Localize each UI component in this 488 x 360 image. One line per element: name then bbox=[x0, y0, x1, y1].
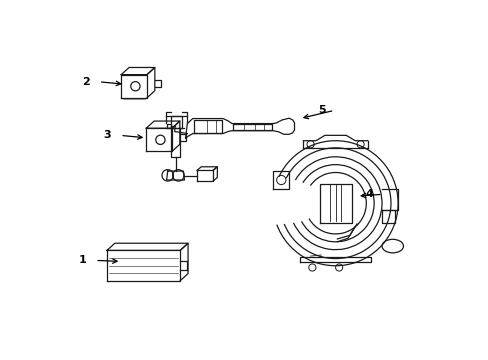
Text: 1: 1 bbox=[79, 255, 86, 265]
Text: 3: 3 bbox=[103, 130, 111, 140]
Text: 2: 2 bbox=[82, 77, 90, 87]
Text: 5: 5 bbox=[317, 105, 325, 115]
Text: 4: 4 bbox=[365, 189, 373, 199]
